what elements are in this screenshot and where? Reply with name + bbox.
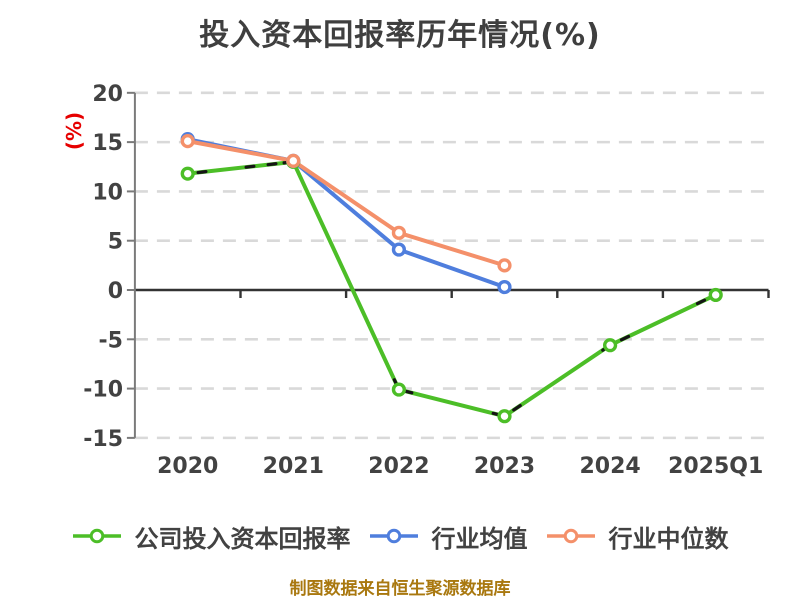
data-point-industry-mean-2022	[391, 242, 407, 257]
series-line-industry-median	[185, 139, 507, 268]
legend-marker-industry-median	[546, 528, 595, 544]
line-decoration-dash	[244, 164, 256, 169]
y-tick-label-0: 0	[108, 279, 123, 304]
legend: 公司投入资本回报率 行业均值 行业中位数	[0, 518, 800, 554]
legend-marker-industry-mean	[369, 528, 418, 544]
legend-item-industry-mean: 行业均值	[369, 519, 528, 554]
y-tick-label--5: -5	[99, 328, 123, 353]
data-point-company-roic-2022	[391, 382, 407, 397]
x-tick-label-2023: 2023	[474, 454, 535, 479]
line-decoration-dash	[266, 162, 278, 167]
data-point-industry-median-2022	[391, 225, 407, 240]
y-tick-label--15: -15	[83, 427, 123, 452]
legend-marker-company-roic	[72, 528, 121, 544]
x-tick-label-2020: 2020	[157, 454, 218, 479]
legend-circle	[563, 528, 578, 544]
data-point-company-roic-2025Q1	[708, 287, 723, 303]
legend-label-industry-median: 行业中位数	[608, 524, 729, 553]
y-tick-label-20: 20	[92, 82, 123, 107]
y-tick-label-10: 10	[92, 180, 123, 205]
legend-label-industry-mean: 行业均值	[431, 524, 528, 553]
data-point-industry-mean-2023	[497, 279, 512, 295]
line-decoration-dash	[196, 170, 208, 175]
line-decoration-dash	[695, 298, 707, 306]
data-point-industry-median-2020	[180, 134, 195, 149]
data-point-company-roic-2023	[497, 409, 512, 424]
chart-title: 投入资本回报率历年情况(%)	[199, 18, 601, 53]
line-decoration-dash	[512, 404, 522, 412]
legend-circle	[386, 528, 401, 544]
x-tick-label-2022: 2022	[368, 454, 429, 479]
legend-label-company-roic: 公司投入资本回报率	[134, 524, 351, 553]
legend-item-industry-median: 行业中位数	[546, 519, 729, 554]
y-tick-label-5: 5	[108, 230, 123, 255]
data-source-note: 制图数据来自恒生聚源数据库	[289, 579, 511, 599]
data-point-industry-median-2023	[497, 258, 512, 273]
line-decoration-dash	[619, 334, 631, 342]
data-point-company-roic-2024	[602, 338, 618, 353]
series-line-industry-mean	[185, 137, 507, 290]
data-point-company-roic-2020	[180, 166, 195, 181]
x-tick-label-2025Q1: 2025Q1	[668, 454, 763, 479]
x-tick-label-2024: 2024	[579, 454, 640, 479]
legend-circle	[89, 528, 104, 544]
y-tick-label--10: -10	[83, 378, 123, 403]
legend-item-company-roic: 公司投入资本回报率	[72, 519, 351, 554]
x-tick-label-2021: 2021	[263, 454, 324, 479]
y-tick-label-15: 15	[92, 131, 123, 156]
data-point-industry-median-2021	[286, 153, 301, 168]
